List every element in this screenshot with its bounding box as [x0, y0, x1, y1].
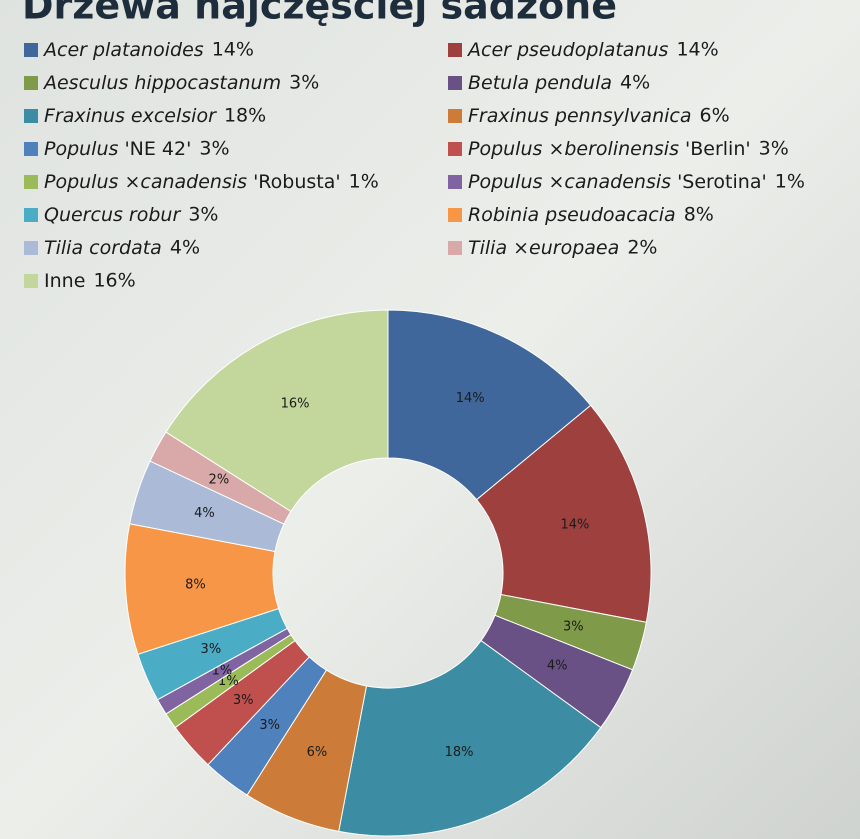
legend-value: 3% — [188, 204, 218, 226]
legend-swatch — [448, 76, 462, 90]
data-label: 4% — [194, 506, 215, 521]
data-label: 3% — [563, 619, 584, 634]
legend-swatch — [448, 175, 462, 189]
data-label: 8% — [185, 578, 206, 593]
legend-swatch — [24, 43, 38, 57]
legend-value: 14% — [676, 39, 718, 61]
data-label: 16% — [281, 396, 310, 411]
legend-label: Inne — [44, 270, 91, 292]
legend-swatch — [24, 208, 38, 222]
chart-title: Drzewa najczęściej sadzone — [22, 0, 617, 28]
legend-value: 16% — [93, 270, 135, 292]
legend-value: 2% — [627, 237, 657, 259]
data-label: 3% — [233, 693, 254, 708]
data-label: 3% — [201, 642, 222, 657]
legend-swatch — [448, 142, 462, 156]
legend-label: Populus ×canadensis 'Serotina' — [468, 171, 773, 193]
legend-label: Tilia ×europaea — [468, 237, 625, 259]
legend-value: 4% — [170, 237, 200, 259]
legend-value: 3% — [199, 138, 229, 160]
legend-value: 1% — [775, 171, 805, 193]
legend-label: Acer platanoides — [42, 39, 210, 61]
page: Drzewa najczęściej sadzone Acer platanoi… — [0, 0, 860, 839]
legend-swatch — [448, 241, 462, 255]
legend-label: Populus ×berolinensis 'Berlin' — [468, 138, 757, 160]
legend-value: 4% — [620, 72, 650, 94]
legend-label: Tilia cordata — [44, 237, 168, 259]
data-label: 6% — [307, 745, 328, 760]
legend-label: Quercus robur — [44, 204, 186, 226]
legend-value: 14% — [212, 39, 254, 61]
legend-label: Fraxinus excelsior — [44, 105, 222, 127]
legend-swatch — [24, 76, 38, 90]
legend-label: Populus 'NE 42' — [44, 138, 197, 160]
legend-value: 8% — [684, 204, 714, 226]
legend-swatch — [24, 241, 38, 255]
legend-value: 6% — [700, 105, 730, 127]
legend-swatch — [24, 142, 38, 156]
legend-value: 3% — [759, 138, 789, 160]
legend-swatch — [24, 109, 38, 123]
data-label: 18% — [445, 745, 474, 760]
data-label: 4% — [547, 658, 568, 673]
legend-swatch — [24, 175, 38, 189]
legend-swatch — [448, 109, 462, 123]
chart: Drzewa najczęściej sadzone Acer platanoi… — [0, 0, 860, 839]
data-label: 2% — [209, 473, 230, 488]
legend-swatch — [448, 43, 462, 57]
legend-label: Aesculus hippocastanum — [42, 72, 287, 94]
data-label: 14% — [456, 391, 485, 406]
legend-value: 3% — [289, 72, 319, 94]
legend-label: Betula pendula — [468, 72, 618, 94]
legend-swatch — [448, 208, 462, 222]
legend-value: 1% — [349, 171, 379, 193]
legend-label: Populus ×canadensis 'Robusta' — [44, 171, 347, 193]
legend-value: 18% — [224, 105, 266, 127]
legend-label: Robinia pseudoacacia — [468, 204, 682, 226]
legend-swatch — [24, 274, 38, 288]
data-label: 3% — [259, 718, 280, 733]
legend-label: Acer pseudoplatanus — [466, 39, 674, 61]
legend-label: Fraxinus pennsylvanica — [468, 105, 698, 127]
data-label: 14% — [560, 518, 589, 533]
